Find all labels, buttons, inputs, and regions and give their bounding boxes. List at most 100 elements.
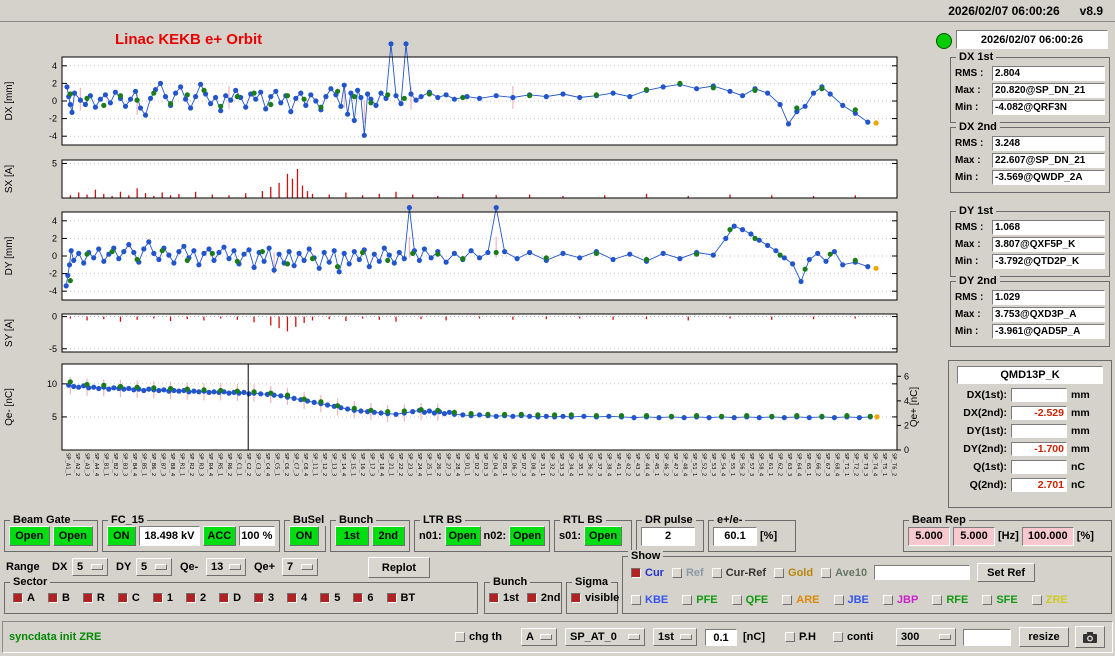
show-checkbox-sfe[interactable]: SFE xyxy=(982,594,1018,606)
svg-text:10: 10 xyxy=(47,379,57,389)
sector-checkbox-r[interactable]: R xyxy=(82,592,105,604)
conti-checkbox[interactable]: conti xyxy=(833,631,873,643)
ph-checkbox[interactable]: P.H xyxy=(785,631,816,643)
svg-text:-2: -2 xyxy=(49,114,57,124)
bunch-2nd-button[interactable]: 2nd xyxy=(371,526,405,546)
svg-text:0: 0 xyxy=(52,96,57,106)
bpm-name-axis: SP_A1_1 SP_A2_2 SP_A3_3 SP_A4_4 SP_B1_1 SP_B2… xyxy=(65,453,897,477)
beam-rep-v1-field[interactable]: 5.000 xyxy=(908,526,950,546)
show-legend: Show xyxy=(628,550,664,562)
show-checkbox-ref[interactable]: Ref xyxy=(671,567,704,579)
fc15-pct-field[interactable]: 100 % xyxy=(238,526,275,546)
sector-checkbox-b[interactable]: B xyxy=(47,592,70,604)
stats-value: 1.068 xyxy=(992,220,1105,235)
show-checkbox-are[interactable]: ARE xyxy=(782,594,820,606)
show-checkbox-cur-ref[interactable]: Cur-Ref xyxy=(711,567,766,579)
svg-text:SP_31_1: SP_31_1 xyxy=(539,453,545,476)
bpm-select-dropdown[interactable]: SP_AT_0 xyxy=(565,628,645,646)
sector-checkbox-2[interactable]: 2 xyxy=(185,592,206,604)
blank-entry-field[interactable] xyxy=(963,629,1011,646)
sector-select-dropdown[interactable]: A xyxy=(521,628,557,646)
checkbox-box xyxy=(152,593,163,603)
svg-text:SP_B8_4: SP_B8_4 xyxy=(169,453,175,477)
beam-rep-v2-field[interactable]: 5.000 xyxy=(953,526,995,546)
range-dy-dropdown[interactable]: 5 xyxy=(136,558,172,576)
show-checkbox-ave10[interactable]: Ave10 xyxy=(821,567,867,579)
sector-checkbox-a[interactable]: A xyxy=(13,592,35,604)
replot-button[interactable]: Replot xyxy=(368,557,430,578)
range-qep-dropdown[interactable]: 7 xyxy=(282,558,318,576)
show-checkbox-gold[interactable]: Gold xyxy=(774,567,813,579)
show-checkbox-kbe[interactable]: KBE xyxy=(631,594,668,606)
fc15-acc-button[interactable]: ACC xyxy=(203,526,236,546)
svg-text:SP_63_3: SP_63_3 xyxy=(786,453,792,476)
fc15-kv-field[interactable]: 18.498 kV xyxy=(138,526,201,546)
threshold-field[interactable]: 0.1 xyxy=(705,629,737,646)
show-checkbox-jbe[interactable]: JBE xyxy=(833,594,869,606)
ratio-field[interactable]: 60.1 xyxy=(713,526,757,546)
show-checkbox-cur[interactable]: Cur xyxy=(631,567,664,579)
range-qem-dropdown[interactable]: 13 xyxy=(206,558,246,576)
range-dx-dropdown[interactable]: 5 xyxy=(72,558,108,576)
svg-text:SP_64_4: SP_64_4 xyxy=(795,453,801,477)
svg-text:-4: -4 xyxy=(49,286,57,296)
svg-text:SP_22_2: SP_22_2 xyxy=(397,453,403,476)
sector-checkbox-1[interactable]: 1 xyxy=(152,592,173,604)
sigma-visible-checkbox[interactable]: visible xyxy=(571,592,619,604)
beam-rep-legend: Beam Rep xyxy=(909,514,969,526)
beam-gate-open1-button[interactable]: Open xyxy=(9,526,50,546)
screenshot-button[interactable] xyxy=(1075,626,1105,648)
sector-checkbox-bt[interactable]: BT xyxy=(386,592,415,604)
plot-dx: 4 2 0 -2 -4 DX [mm] xyxy=(4,41,898,146)
beam-gate-open2-button[interactable]: Open xyxy=(52,526,93,546)
chg-th-checkbox[interactable]: chg th xyxy=(455,631,502,643)
svg-text:SP_C6_2: SP_C6_2 xyxy=(283,453,289,476)
stats-group-title: DX 2nd xyxy=(956,121,1000,133)
rtl-s01-label: s01: xyxy=(559,530,582,542)
camera-icon xyxy=(1083,631,1097,643)
sector-checkbox-4[interactable]: 4 xyxy=(287,592,307,604)
show-checkbox-pfe[interactable]: PFE xyxy=(682,594,718,606)
bunch-checkbox-1st[interactable]: 1st xyxy=(489,592,519,604)
svg-text:4: 4 xyxy=(52,61,57,71)
show-checkbox-zre[interactable]: ZRE xyxy=(1031,594,1068,606)
set-ref-button[interactable]: Set Ref xyxy=(977,563,1036,582)
sector-checkbox-d[interactable]: D xyxy=(219,592,241,604)
show-checkbox-jbp[interactable]: JBP xyxy=(882,594,918,606)
interval-dropdown[interactable]: 300 xyxy=(896,628,956,646)
ltr-n02-open-button[interactable]: Open xyxy=(509,526,545,546)
sector-checkbox-5[interactable]: 5 xyxy=(320,592,340,604)
rtl-s01-open-button[interactable]: Open xyxy=(584,526,623,546)
sector-checkbox-c[interactable]: C xyxy=(117,592,140,604)
beam-rep-v3-field[interactable]: 100.000 xyxy=(1021,526,1074,546)
busel-on-button[interactable]: ON xyxy=(289,526,319,546)
checkbox-box xyxy=(526,593,537,603)
sector-checkbox-3[interactable]: 3 xyxy=(254,592,274,604)
svg-text:SP_47_3: SP_47_3 xyxy=(672,453,678,476)
show-group: Show Cur Ref Cur-Ref Gold Ave10 Set Ref KBE P… xyxy=(622,550,1112,614)
show-checkbox-qfe[interactable]: QFE xyxy=(731,594,768,606)
svg-text:SP_55_1: SP_55_1 xyxy=(729,453,735,476)
ltr-n01-open-button[interactable]: Open xyxy=(444,526,481,546)
qmd-row: DX(2nd): -2.529 mm xyxy=(963,406,1090,420)
ref-name-input[interactable] xyxy=(874,565,971,580)
checkbox-box xyxy=(774,567,785,578)
show-row1: Cur Ref Cur-Ref Gold Ave10 xyxy=(631,567,867,579)
svg-text:SP_R4_4: SP_R4_4 xyxy=(207,453,213,477)
svg-text:SP_36_2: SP_36_2 xyxy=(587,453,593,476)
resize-button[interactable]: resize xyxy=(1019,627,1069,647)
svg-text:SP_D6_2: SP_D6_2 xyxy=(511,453,517,476)
dr-pulse-field[interactable]: 2 xyxy=(641,526,695,546)
svg-text:SY [A]: SY [A] xyxy=(4,319,15,347)
svg-text:SP_B1_1: SP_B1_1 xyxy=(103,453,109,476)
show-checkbox-rfe[interactable]: RFE xyxy=(932,594,968,606)
bunch-select-dropdown[interactable]: 1st xyxy=(653,628,697,646)
stats-row: RMS :3.248 xyxy=(955,136,1105,151)
bunch-1st-button[interactable]: 1st xyxy=(335,526,369,546)
sector-checkbox-6[interactable]: 6 xyxy=(353,592,374,604)
bunch-checkbox-2nd[interactable]: 2nd xyxy=(526,592,560,604)
svg-text:SP_T3_3: SP_T3_3 xyxy=(862,453,868,476)
checkbox-box xyxy=(882,594,893,605)
fc15-on-button[interactable]: ON xyxy=(107,526,136,546)
status-led xyxy=(936,33,952,49)
